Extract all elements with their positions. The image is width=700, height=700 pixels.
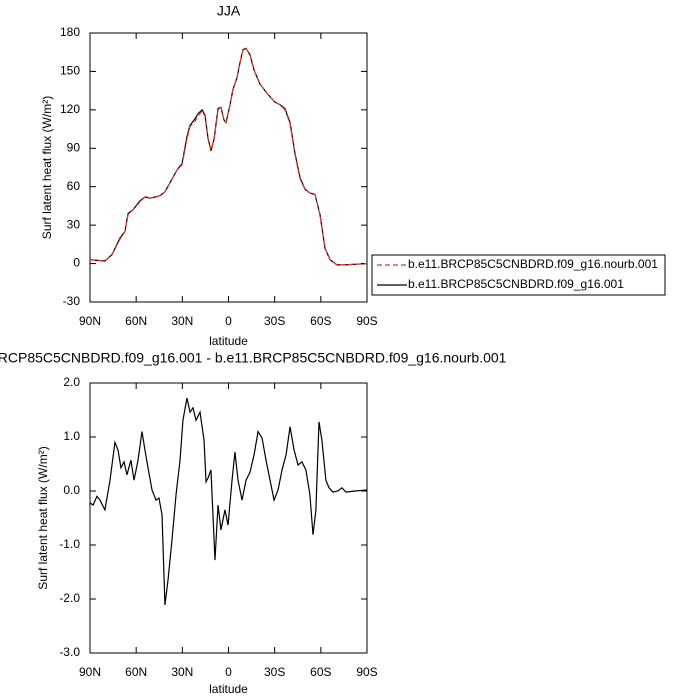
y-tick-label: -1.0 <box>59 537 80 551</box>
y-tick-label: 2.0 <box>63 375 80 389</box>
y-tick-label: 1.0 <box>63 429 80 443</box>
x-tick-label: 30N <box>171 665 193 679</box>
x-tick-label: 60N <box>125 314 147 328</box>
x-tick-label: 60N <box>125 665 147 679</box>
x-tick-label: 0 <box>225 665 232 679</box>
data-line <box>89 397 368 606</box>
x-axis-label: latitude <box>209 334 248 348</box>
x-tick-label: 60S <box>310 665 331 679</box>
plot-frame <box>89 32 368 303</box>
y-tick-label: 180 <box>60 25 80 39</box>
y-tick-label: 60 <box>67 179 81 193</box>
data-line <box>89 47 368 266</box>
y-tick-label: 30 <box>67 217 81 231</box>
data-line <box>89 47 368 266</box>
legend-label: b.e11.BRCP85C5CNBDRD.f09_g16.nourb.001 <box>408 257 658 271</box>
y-tick-label: 0 <box>73 256 80 270</box>
legend-box <box>371 254 666 296</box>
chart-title: JJA <box>217 3 241 19</box>
y-tick-label: -30 <box>63 294 81 308</box>
x-tick-label: 90N <box>79 665 101 679</box>
x-tick-label: 90S <box>356 314 377 328</box>
x-tick-label: 60S <box>310 314 331 328</box>
y-axis-label: Surf latent heat flux (W/m²) <box>40 96 54 239</box>
x-tick-label: 30N <box>171 314 193 328</box>
y-tick-label: -2.0 <box>59 591 80 605</box>
y-tick-label: -3.0 <box>59 645 80 659</box>
x-axis-label: latitude <box>209 682 248 696</box>
chart-title: b.e11.BRCP85C5CNBDRD.f09_g16.001 - b.e11… <box>0 350 507 366</box>
x-tick-label: 0 <box>225 314 232 328</box>
x-tick-label: 30S <box>264 665 285 679</box>
y-tick-label: 120 <box>60 102 80 116</box>
y-tick-label: 90 <box>67 140 81 154</box>
x-tick-label: 90N <box>79 314 101 328</box>
y-tick-label: 150 <box>60 64 80 78</box>
x-tick-label: 90S <box>356 665 377 679</box>
x-tick-label: 30S <box>264 314 285 328</box>
plot-frame <box>89 382 368 654</box>
y-axis-label: Surf latent heat flux (W/m²) <box>36 446 50 589</box>
legend-label: b.e11.BRCP85C5CNBDRD.f09_g16.001 <box>408 277 624 291</box>
y-tick-label: 0.0 <box>63 483 80 497</box>
